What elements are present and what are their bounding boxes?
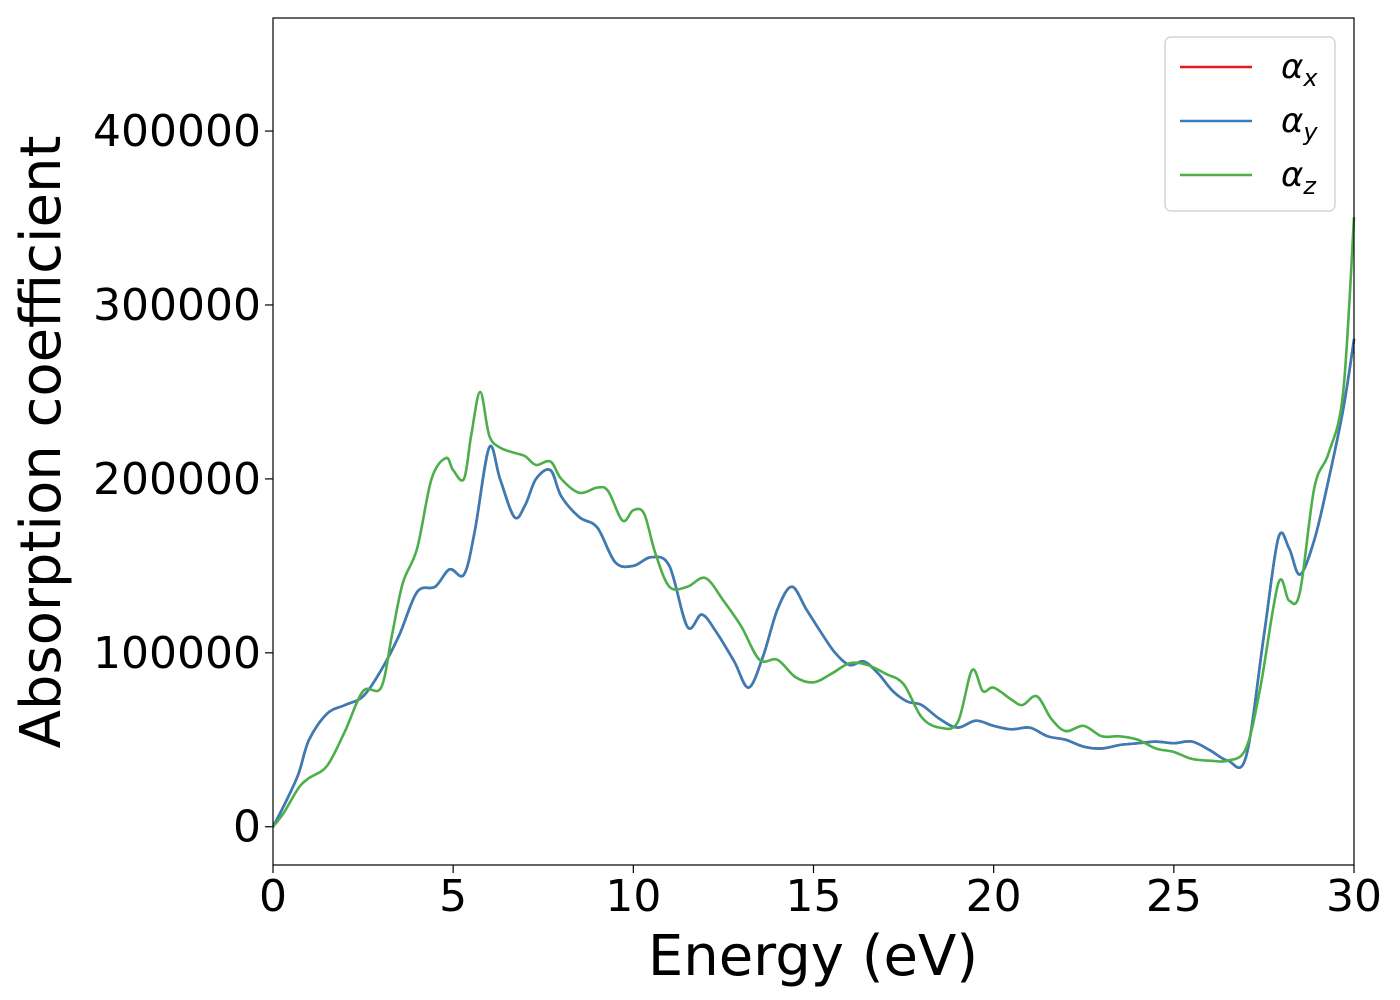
series-line-y <box>271 338 1356 829</box>
x-tick-label: 20 <box>966 871 1022 922</box>
x-tick-label: 10 <box>605 871 661 922</box>
legend-box <box>1164 36 1336 212</box>
plot-frame <box>272 17 1355 866</box>
y-tick-label: 400000 <box>93 106 261 157</box>
series-line-z <box>271 216 1356 829</box>
y-tick-label: 100000 <box>93 628 261 679</box>
y-axis-ticks: 0 100000 200000 300000 400000 <box>93 106 273 853</box>
legend: αx αy αz <box>1164 36 1336 212</box>
x-axis-title: Energy (eV) <box>648 924 978 989</box>
y-tick-label: 200000 <box>93 454 261 505</box>
y-tick-label: 0 <box>233 802 261 853</box>
x-tick-label: 15 <box>786 871 842 922</box>
x-tick-label: 5 <box>439 871 467 922</box>
x-tick-label: 0 <box>259 871 287 922</box>
x-tick-label: 25 <box>1146 871 1202 922</box>
legend-label-y: αy <box>1281 101 1318 146</box>
legend-label-z: αz <box>1281 155 1317 200</box>
series-layer <box>271 216 1356 829</box>
x-axis-ticks: 0 5 10 15 20 25 30 <box>259 865 1382 922</box>
legend-label-x: αx <box>1281 47 1318 92</box>
y-tick-label: 300000 <box>93 280 261 331</box>
y-axis-title: Absorption coefficient <box>9 136 74 749</box>
x-tick-label: 30 <box>1326 871 1382 922</box>
